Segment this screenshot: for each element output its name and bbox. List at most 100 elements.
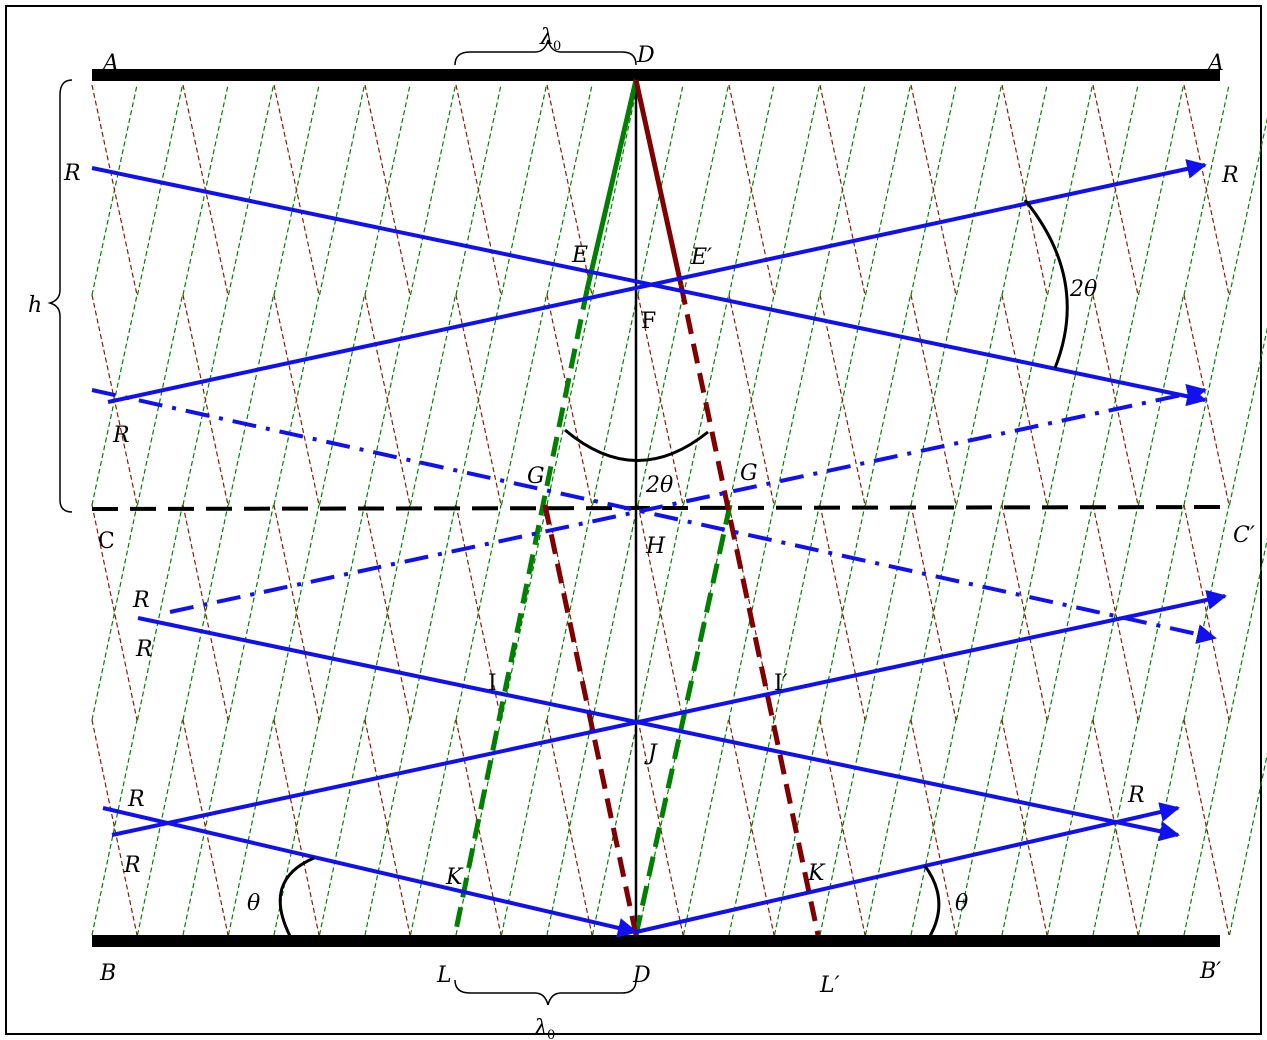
grid-line-green	[136, 84, 184, 296]
grid-line-green	[955, 504, 1003, 721]
label-H: H	[645, 534, 666, 559]
grid-line-green	[910, 504, 957, 721]
label-F: F	[641, 309, 656, 334]
label-lambda-bottom-sub: 0	[547, 1028, 555, 1040]
label-theta-right: θ	[955, 891, 968, 916]
ray-upper-up	[107, 159, 1207, 404]
label-2theta-center: 2θ	[645, 473, 673, 498]
grid-line-green	[819, 719, 866, 936]
frame	[5, 5, 1262, 1035]
label-R-top-right: R	[1221, 163, 1239, 188]
label-L-prime: L′	[819, 973, 840, 998]
grid-line-green	[91, 504, 138, 721]
ray-middle-down	[91, 388, 1217, 644]
grid-line-brown	[637, 719, 684, 936]
grid-line-brown	[1183, 719, 1230, 936]
green-wavefront-dashed-2	[633, 504, 733, 936]
grid-line-brown	[546, 719, 593, 936]
grid-line-green	[1092, 504, 1139, 721]
grid-line-brown	[455, 84, 502, 296]
grid-line-green	[318, 504, 366, 721]
grid-line-green	[1183, 719, 1230, 936]
grid-line-green	[546, 719, 593, 936]
grid-line-green	[227, 294, 275, 506]
label-lambda-top: λ	[539, 25, 554, 50]
grid-line-green	[1137, 84, 1185, 296]
grid-line-green	[728, 719, 775, 936]
ray-lower-down	[137, 616, 1180, 842]
grid-line-brown	[364, 504, 411, 721]
grid-line-green	[1228, 327, 1267, 506]
grid-line-green	[227, 504, 275, 721]
grid-line-green	[773, 504, 821, 721]
grid-line-brown	[91, 719, 138, 936]
grid-line-brown	[1001, 84, 1048, 296]
ray-incident	[102, 806, 638, 938]
grid-line-brown	[546, 294, 593, 506]
grid-line-green	[819, 504, 866, 721]
grid-line-green	[637, 504, 684, 721]
grid-line-green	[591, 504, 639, 721]
label-D-bottom: D	[632, 963, 651, 988]
label-2theta-right: 2θ	[1069, 277, 1097, 302]
grid-line-green	[591, 294, 639, 506]
label-R-low1: R	[132, 588, 150, 613]
label-B: B	[99, 961, 116, 986]
grid-line-green	[227, 84, 275, 296]
grid-line-green	[864, 504, 912, 721]
grid-line-brown	[1183, 84, 1230, 296]
grid-line-green	[1228, 537, 1267, 721]
grid-line-brown	[546, 84, 593, 296]
grid-line-brown	[1001, 719, 1048, 936]
grid-line-brown	[637, 504, 684, 721]
label-G-left: G	[527, 464, 545, 489]
label-E-prime: E′	[690, 245, 712, 270]
grid-line-green	[864, 84, 912, 296]
grid-line-green	[1228, 752, 1267, 936]
grid-line-green	[1046, 294, 1094, 506]
grid-line-green	[955, 719, 1003, 936]
angle-arc-theta-left	[278, 856, 315, 937]
grid-line-green	[591, 719, 639, 936]
label-R-mid-left: R	[112, 423, 130, 448]
label-K-left: K	[445, 865, 464, 890]
grid-line-green	[955, 84, 1003, 296]
grid-line-brown	[364, 294, 411, 506]
grid-line-brown	[273, 84, 320, 296]
grid-line-brown	[273, 504, 320, 721]
label-lambda-top-sub: 0	[553, 39, 561, 54]
grid-line-green	[136, 504, 184, 721]
grid-line-brown	[455, 294, 502, 506]
grid-line-brown	[819, 719, 866, 936]
grid-line-green	[409, 504, 457, 721]
green-wavefront-dashed	[452, 289, 590, 936]
label-I-prime: I′	[774, 671, 788, 696]
angle-arc-theta-right	[923, 865, 941, 937]
label-C-prime: C′	[1233, 523, 1255, 548]
grid-line-green	[1046, 719, 1094, 936]
grid-line-green	[91, 719, 138, 936]
grid-line-brown	[455, 719, 502, 936]
grid-line-brown	[91, 504, 138, 721]
label-C: C	[98, 529, 115, 554]
grid-line-green	[773, 84, 821, 296]
label-R-top-left: R	[63, 161, 81, 186]
grid-line-green	[682, 719, 730, 936]
grid-line-brown	[728, 719, 775, 936]
angle-arc-2theta-center	[564, 428, 709, 462]
grid-line-green	[500, 294, 548, 506]
grid-line-brown	[1092, 294, 1139, 506]
grid-line-green	[136, 294, 184, 506]
grid-line-green	[1092, 719, 1139, 936]
grid-line-green	[455, 719, 502, 936]
grid-line-green	[682, 294, 730, 506]
grid-line-green	[682, 84, 730, 296]
grid-line-green	[500, 719, 548, 936]
grid-line-green	[773, 294, 821, 506]
label-R-low3: R	[127, 787, 145, 812]
brace-h	[47, 79, 73, 513]
brown-wavefront-dashed-2	[542, 504, 639, 936]
label-A-left: A	[101, 51, 119, 76]
